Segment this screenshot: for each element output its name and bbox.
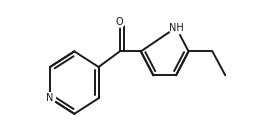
Text: N: N xyxy=(46,93,54,103)
Circle shape xyxy=(169,21,183,35)
Circle shape xyxy=(44,93,56,104)
Circle shape xyxy=(115,17,125,27)
Text: O: O xyxy=(116,17,123,27)
Text: NH: NH xyxy=(169,23,183,33)
